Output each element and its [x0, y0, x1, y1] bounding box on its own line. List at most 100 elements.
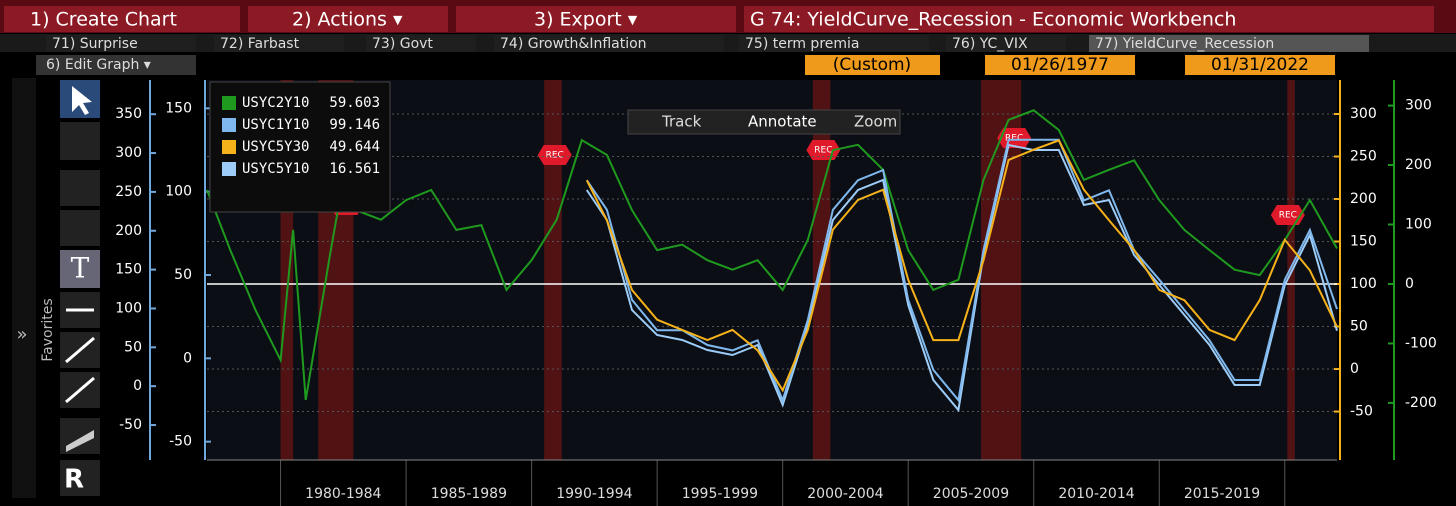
series-line [585, 139, 1338, 393]
list-icon: R [64, 465, 84, 495]
legend-swatch [222, 140, 236, 154]
chart-tool[interactable]: Zoom [854, 113, 897, 131]
tab-label[interactable]: 76) YC_VIX [952, 36, 1028, 52]
legend-value: 99.146 [329, 117, 380, 133]
window-title: G 74: YieldCurve_Recession - Economic Wo… [750, 9, 1236, 31]
edit-graph-button[interactable] [36, 55, 196, 75]
legend-name: USYC5Y10 [242, 161, 309, 177]
y-tick-label: 150 [1350, 234, 1377, 250]
y-tick-label: 0 [183, 350, 192, 366]
tab-label[interactable]: 73) Govt [372, 36, 433, 52]
sidebar[interactable] [12, 78, 36, 498]
y-tick-label: 0 [133, 378, 142, 394]
y-tick-label: 100 [115, 300, 142, 316]
y-tick-label: 50 [1350, 319, 1368, 335]
rec-label: REC [814, 146, 832, 156]
y-tick-label: 100 [1405, 217, 1432, 233]
preset-field[interactable] [805, 55, 940, 75]
series-line [585, 138, 1338, 404]
menu-item[interactable]: 3) Export ▾ [534, 9, 638, 31]
y-tick-label: 50 [174, 267, 192, 283]
tab[interactable] [366, 35, 476, 52]
menu-button[interactable] [4, 6, 240, 32]
tool-draw[interactable] [60, 122, 100, 160]
legend-name: USYC2Y10 [242, 95, 309, 111]
x-tick-label: 2005-2009 [933, 486, 1009, 502]
chart-tool[interactable]: Annotate [748, 113, 817, 131]
legend-value: 59.603 [329, 95, 380, 111]
y-tick-label: -100 [1405, 335, 1437, 351]
legend [209, 81, 391, 213]
tab[interactable] [214, 35, 344, 52]
rec-label: REC [1279, 211, 1297, 221]
tab[interactable] [1089, 35, 1369, 52]
toolbar: T R [60, 80, 100, 496]
tab[interactable] [494, 35, 724, 52]
edit-graph[interactable]: 6) Edit Graph ▾ [46, 57, 151, 73]
y-tick-label: -50 [1350, 404, 1373, 420]
y-tick-label: 200 [1350, 191, 1377, 207]
y-tick-label: 100 [165, 184, 192, 200]
tool-text[interactable] [60, 250, 100, 288]
preset[interactable]: (Custom) [833, 55, 911, 75]
x-tick-label: 2010-2014 [1058, 486, 1134, 502]
menu-button[interactable] [456, 6, 736, 32]
recession-band [544, 80, 562, 460]
tab-label[interactable]: 74) Growth&Inflation [500, 36, 647, 52]
menu-item[interactable]: 1) Create Chart [30, 9, 177, 31]
y-tick-label: 250 [115, 184, 142, 200]
segment-icon [65, 336, 95, 364]
rec-badge [537, 145, 572, 165]
x-tick-label: 2015-2019 [1184, 486, 1260, 502]
tool-dollar[interactable] [60, 210, 100, 246]
legend-swatch [222, 118, 236, 132]
start-date-field[interactable] [985, 55, 1135, 75]
y-tick-label: 0 [1350, 361, 1359, 377]
chart-tool[interactable]: Track [661, 113, 702, 131]
menu-item[interactable]: 2) Actions ▾ [292, 9, 403, 31]
y-tick-label: 250 [1350, 149, 1377, 165]
sidebar-label[interactable]: Favorites [40, 298, 56, 361]
start-date[interactable]: 01/26/1977 [1011, 55, 1109, 75]
plot-area [207, 80, 1337, 460]
legend-value: 16.561 [329, 161, 380, 177]
tab[interactable] [739, 35, 929, 52]
y-tick-label: 200 [1405, 157, 1432, 173]
tab[interactable] [46, 35, 196, 52]
y-tick-label: -50 [119, 417, 142, 433]
y-tick-label: 300 [1405, 98, 1432, 114]
y-tick-label: 150 [115, 262, 142, 278]
title-bar [744, 6, 1434, 32]
ray-icon [65, 376, 95, 404]
channel-icon [66, 430, 94, 452]
legend-name: USYC1Y10 [242, 117, 309, 133]
tab-label[interactable]: 75) term premia [745, 36, 859, 52]
tab-label[interactable]: 77) YieldCurve_Recession [1095, 36, 1274, 52]
sidebar-toggle[interactable]: » [16, 324, 27, 345]
y-tick-label: 300 [115, 145, 142, 161]
tab-label[interactable]: 71) Surprise [52, 36, 138, 52]
x-tick-label: 2000-2004 [807, 486, 883, 502]
tab-label[interactable]: 72) Farbast [220, 36, 300, 52]
tool-list[interactable] [60, 460, 100, 496]
y-tick-label: 150 [165, 100, 192, 116]
x-tick-label: 1985-1989 [431, 486, 507, 502]
y-tick-label: 50 [124, 339, 142, 355]
y-tick-label: -200 [1405, 395, 1437, 411]
legend-name: USYC5Y30 [242, 139, 309, 155]
series-line [585, 143, 1338, 413]
chart-toolbar [627, 109, 901, 135]
x-tick-label: 1980-1984 [305, 486, 381, 502]
rec-label: REC [546, 151, 564, 161]
rec-badge [997, 128, 1032, 148]
end-date[interactable]: 01/31/2022 [1211, 55, 1309, 75]
end-date-field[interactable] [1185, 55, 1335, 75]
rec-label: REC [1005, 134, 1023, 144]
menu-button[interactable] [248, 6, 448, 32]
y-tick-label: 200 [115, 223, 142, 239]
tool-percent[interactable] [60, 170, 100, 206]
y-tick-label: -50 [169, 434, 192, 450]
tab[interactable] [946, 35, 1066, 52]
legend-value: 49.644 [329, 139, 380, 155]
